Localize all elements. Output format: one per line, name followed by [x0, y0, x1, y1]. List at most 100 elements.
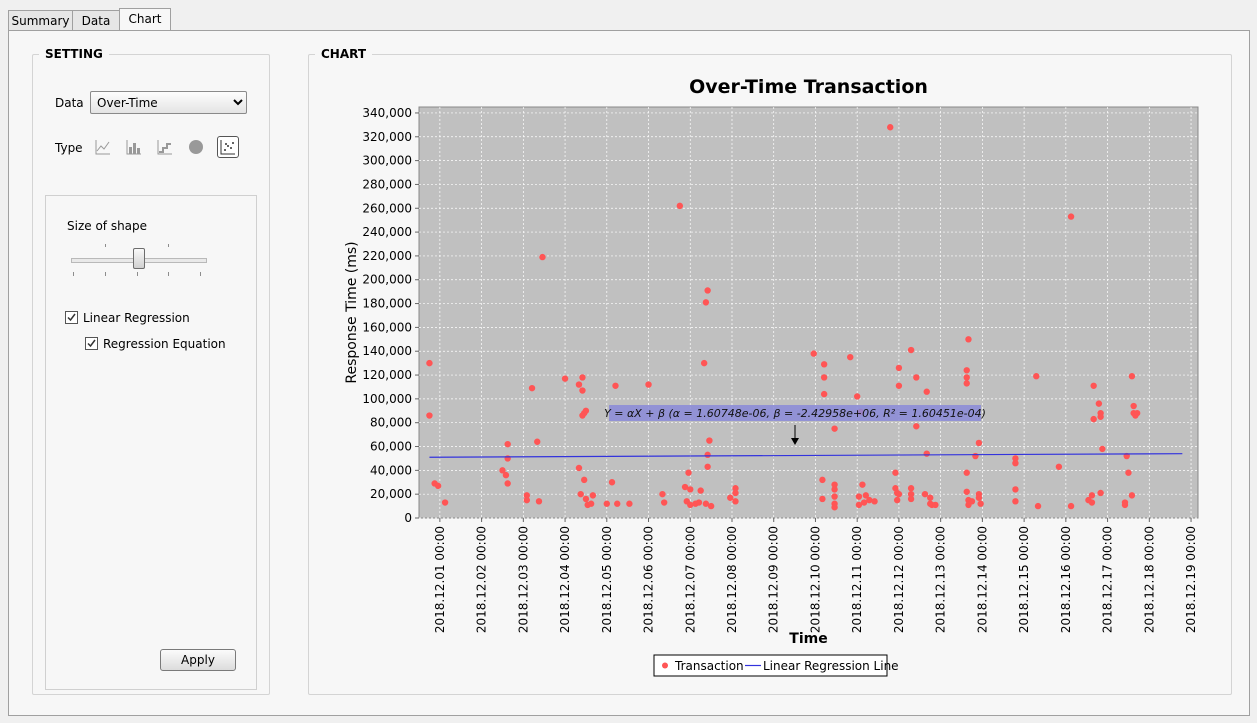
data-point — [676, 202, 684, 210]
legend-transaction-label: Transaction — [674, 659, 744, 673]
x-tick-label: 2018.12.09 00:00 — [767, 526, 781, 633]
data-point — [603, 500, 610, 507]
data-point — [831, 425, 838, 432]
data-point — [887, 124, 894, 131]
slider-tick-top — [105, 244, 106, 247]
data-point — [895, 364, 903, 372]
slider-tick — [73, 272, 74, 276]
data-point — [704, 463, 711, 470]
data-point — [820, 374, 828, 381]
regression-equation-label: Regression Equation — [103, 337, 226, 351]
data-point — [1128, 492, 1136, 499]
data-point — [892, 469, 899, 476]
data-point — [819, 476, 826, 484]
data-point — [1034, 502, 1042, 510]
data-point — [965, 336, 972, 343]
x-tick-label: 2018.12.13 00:00 — [934, 526, 948, 633]
bar-chart-icon[interactable] — [124, 137, 144, 157]
data-point — [441, 499, 449, 506]
x-tick-label: 2018.12.17 00:00 — [1101, 526, 1115, 633]
legend-box — [653, 654, 888, 677]
data-point — [580, 476, 588, 484]
regression-equation-checkbox[interactable] — [85, 337, 98, 350]
data-point — [855, 493, 863, 500]
equation-background — [609, 405, 981, 421]
data-point — [504, 455, 511, 462]
size-slider-thumb[interactable] — [133, 248, 145, 269]
y-tick-label: 80,000 — [370, 416, 412, 430]
check-icon — [87, 339, 96, 348]
data-point — [860, 499, 868, 506]
x-tick-label: 2018.12.18 00:00 — [1142, 526, 1156, 633]
y-tick-label: 0 — [404, 511, 412, 525]
y-tick-label: 100,000 — [362, 392, 412, 406]
data-point — [1033, 373, 1040, 380]
line-chart-icon[interactable] — [93, 137, 113, 157]
data-point — [1090, 382, 1097, 389]
data-point — [1067, 502, 1075, 510]
data-point — [700, 359, 708, 367]
data-point — [847, 353, 854, 361]
y-tick-label: 120,000 — [362, 368, 412, 382]
data-point — [575, 381, 583, 388]
data-select[interactable]: Over-Time — [90, 91, 247, 114]
data-point — [963, 469, 970, 476]
data-point — [702, 500, 710, 507]
data-point — [893, 496, 901, 504]
y-tick-label: 20,000 — [370, 487, 412, 501]
tab-chart[interactable]: Chart — [119, 8, 171, 32]
data-point — [1012, 455, 1019, 462]
data-point — [502, 471, 510, 479]
data-point — [927, 494, 934, 501]
data-point — [1130, 402, 1137, 410]
linear-regression-checkbox[interactable] — [65, 311, 78, 324]
x-tick-label: 2018.12.08 00:00 — [725, 526, 739, 633]
data-point — [579, 374, 586, 381]
data-point — [523, 496, 531, 504]
slider-tick — [200, 272, 201, 276]
data-point — [810, 350, 817, 357]
data-point — [1055, 463, 1063, 470]
data-point — [975, 494, 983, 501]
data-point — [866, 496, 873, 504]
data-point — [504, 480, 511, 487]
data-point — [1128, 373, 1136, 380]
data-point — [820, 361, 828, 368]
data-point — [587, 500, 595, 507]
data-point — [523, 492, 531, 499]
step-chart-icon[interactable] — [155, 137, 175, 157]
data-point — [732, 489, 739, 497]
data-point — [577, 490, 584, 498]
data-point — [535, 498, 543, 505]
data-point — [831, 504, 838, 511]
y-tick-label: 340,000 — [362, 106, 412, 120]
data-point — [1097, 489, 1104, 497]
data-point — [907, 485, 915, 492]
data-point — [1067, 213, 1075, 220]
data-point — [1088, 492, 1096, 499]
data-point — [1012, 460, 1019, 467]
chart-panel-title: CHART — [321, 47, 367, 61]
data-point — [582, 495, 590, 503]
y-tick-label: 280,000 — [362, 177, 412, 191]
tab-summary[interactable]: Summary — [8, 10, 73, 31]
data-point — [859, 481, 866, 488]
data-point — [561, 375, 569, 382]
data-point — [504, 440, 511, 448]
data-point — [534, 438, 541, 445]
tab-content: SETTING Data Over-Time Type Size of shap… — [8, 30, 1250, 716]
x-tick-label: 2018.12.05 00:00 — [600, 526, 614, 633]
x-axis-label: Time — [789, 631, 827, 647]
x-tick-label: 2018.12.16 00:00 — [1059, 526, 1073, 633]
data-point — [704, 287, 711, 294]
pie-chart-icon[interactable] — [186, 137, 206, 157]
data-point — [968, 498, 976, 505]
y-tick-label: 60,000 — [370, 440, 412, 454]
tab-data[interactable]: Data — [72, 10, 120, 31]
scatter-chart-icon[interactable] — [217, 136, 239, 158]
apply-button[interactable]: Apply — [160, 649, 236, 671]
data-point — [819, 495, 826, 503]
data-point — [614, 500, 621, 507]
data-point — [626, 500, 633, 507]
x-tick-label: 2018.12.07 00:00 — [683, 526, 697, 633]
